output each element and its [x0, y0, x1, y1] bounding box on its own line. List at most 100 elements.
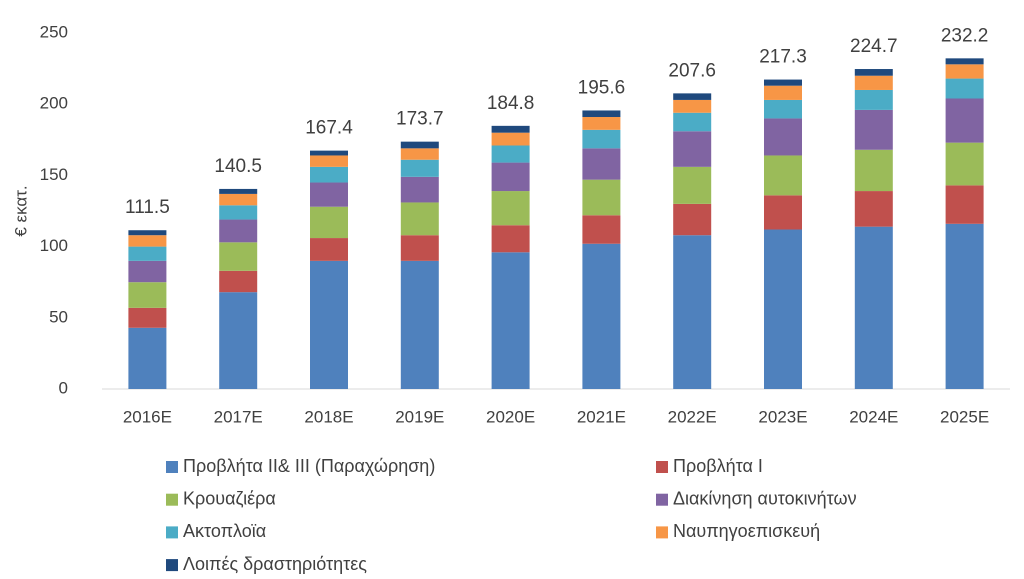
bar-segment — [582, 117, 621, 130]
bar-segment — [310, 166, 348, 183]
y-axis-label: € εκατ. — [11, 185, 30, 236]
bar-segment — [491, 191, 530, 226]
y-tick-label: 200 — [40, 94, 68, 113]
bar-segment — [582, 243, 621, 389]
bar-segment — [400, 141, 439, 149]
x-tick-label: 2020E — [486, 407, 535, 426]
bar-segment — [219, 219, 258, 243]
bar-segment — [854, 226, 893, 389]
bar-segment — [310, 206, 348, 239]
legend-swatch — [166, 493, 178, 506]
bar-segment — [945, 58, 984, 65]
bar-segment — [673, 166, 712, 204]
bar-segment — [400, 260, 439, 389]
bar-segment — [582, 148, 621, 180]
total-label: 207.6 — [668, 60, 716, 81]
bar-segment — [945, 98, 984, 143]
legend-label: Κρουαζιέρα — [183, 488, 276, 508]
x-tick-label: 2021E — [577, 407, 626, 426]
bar-segment — [854, 89, 893, 110]
bar-segment — [128, 307, 167, 328]
legend-swatch — [656, 461, 668, 473]
total-label: 167.4 — [305, 118, 353, 139]
bar-segment — [673, 112, 712, 132]
bar-segment — [945, 64, 984, 79]
bar-segment — [764, 155, 802, 196]
total-label: 195.6 — [578, 77, 626, 98]
bar-segment — [582, 129, 621, 149]
bar-segment — [673, 235, 712, 389]
bar-segment — [400, 148, 439, 160]
bar-segment — [491, 252, 530, 389]
bar-segment — [310, 155, 348, 167]
total-label: 217.3 — [759, 47, 807, 68]
bar-segment — [764, 99, 802, 119]
bar-segment — [219, 292, 258, 389]
legend-swatch — [166, 461, 178, 473]
legend-swatch — [656, 526, 668, 539]
bar-segment — [491, 132, 530, 146]
bar-segment — [400, 176, 439, 203]
bar-segment — [764, 85, 802, 100]
bar-segment — [764, 195, 802, 230]
bar-segment — [219, 205, 258, 220]
legend-label: Προβλήτα Ι — [673, 456, 763, 476]
bar-segment — [854, 75, 893, 90]
legend-label: Λοιπές δραστηριότητες — [183, 554, 367, 574]
bar-segment — [310, 238, 348, 261]
bar-segment — [310, 150, 348, 156]
bar-segment — [582, 179, 621, 216]
bar-segment — [128, 246, 167, 261]
x-tick-label: 2017E — [214, 407, 263, 426]
legend-label: Διακίνηση αυτοκινήτων — [673, 488, 857, 508]
legend-label: Προβλήτα ΙΙ& ΙΙΙ (Παραχώρηση) — [183, 456, 435, 476]
bar-segment — [945, 142, 984, 186]
bar-segment — [945, 78, 984, 99]
total-label: 232.2 — [941, 25, 989, 46]
bar-segment — [945, 185, 984, 224]
bar-segment — [582, 215, 621, 244]
legend-swatch — [656, 493, 668, 506]
bar-segment — [854, 69, 893, 76]
y-tick-label: 250 — [40, 22, 68, 41]
bar-segment — [854, 109, 893, 150]
bar-segment — [764, 118, 802, 156]
y-tick-label: 50 — [49, 307, 68, 326]
bar-segment — [219, 242, 258, 271]
bar-segment — [128, 327, 167, 389]
bar-segment — [854, 191, 893, 227]
bar-segment — [764, 229, 802, 389]
bar-segment — [673, 131, 712, 167]
legend-label: Ναυπηγοεπισκευή — [673, 521, 820, 541]
bar-segment — [582, 110, 621, 118]
x-tick-label: 2025E — [940, 407, 989, 426]
total-label: 140.5 — [214, 156, 262, 177]
total-label: 173.7 — [396, 109, 444, 130]
legend-label: Ακτοπλοϊα — [183, 521, 266, 541]
bar-segment — [764, 79, 802, 86]
y-tick-label: 0 — [59, 378, 68, 397]
bar-segment — [491, 125, 530, 133]
bar-segment — [219, 188, 258, 194]
bar-segment — [673, 99, 712, 113]
bar-segment — [400, 235, 439, 261]
total-label: 184.8 — [487, 93, 535, 114]
bar-segment — [128, 235, 167, 247]
bar-segment — [219, 193, 258, 206]
bar-segment — [491, 225, 530, 253]
bar-segment — [310, 182, 348, 207]
bar-segment — [854, 149, 893, 192]
total-label: 224.7 — [850, 36, 898, 57]
x-tick-label: 2022E — [668, 407, 717, 426]
x-tick-label: 2023E — [758, 407, 807, 426]
bar-segment — [128, 282, 167, 308]
x-tick-label: 2019E — [395, 407, 444, 426]
x-tick-label: 2024E — [849, 407, 898, 426]
bar-segment — [219, 270, 258, 293]
bar-segment — [310, 260, 348, 389]
x-tick-label: 2016E — [123, 407, 172, 426]
bar-segment — [400, 202, 439, 236]
bar-segment — [128, 260, 167, 283]
bar-segment — [400, 159, 439, 177]
